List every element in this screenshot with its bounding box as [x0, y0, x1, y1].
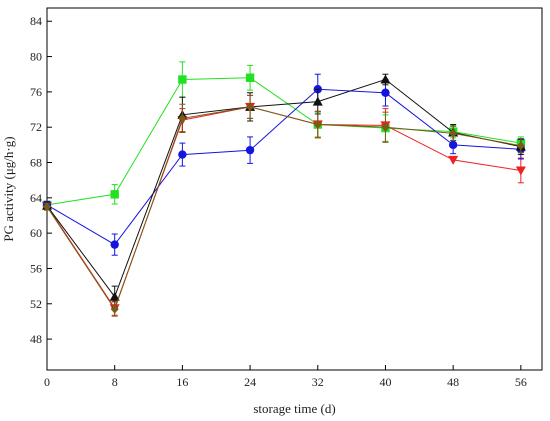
data-point: [178, 113, 187, 123]
x-tick-label: 32: [312, 375, 324, 389]
series-diamond: [43, 94, 525, 317]
data-point: [110, 190, 119, 199]
y-tick-label: 48: [30, 332, 42, 346]
data-point: [381, 88, 390, 97]
data-point: [43, 202, 51, 212]
data-point: [178, 150, 187, 159]
y-axis: 48 52 56 60 64 68 72 76 80 84: [30, 14, 52, 346]
data-point: [109, 291, 120, 301]
data-point: [246, 102, 255, 112]
x-tick-label: 56: [515, 375, 527, 389]
data-point: [110, 240, 119, 249]
series-line: [46, 106, 521, 310]
series-line: [46, 106, 521, 311]
x-tick-label: 24: [244, 375, 256, 389]
data-point: [313, 120, 322, 130]
data-point: [381, 122, 390, 132]
x-tick-label: 16: [176, 375, 188, 389]
series-line: [46, 77, 521, 206]
data-point: [178, 75, 187, 84]
data-point: [380, 74, 391, 84]
data-point: [245, 145, 255, 155]
y-tick-label: 68: [30, 156, 42, 170]
data-point: [449, 128, 458, 138]
y-tick-label: 84: [30, 14, 42, 28]
data-point: [312, 96, 323, 106]
data-point: [515, 166, 526, 176]
y-axis-title: PG activity (μg/h·g): [1, 136, 16, 241]
x-tick-label: 48: [447, 375, 459, 389]
y-tick-label: 56: [30, 261, 42, 275]
data-point: [448, 155, 459, 165]
plot-area: [46, 7, 543, 371]
series-layer: [42, 61, 526, 317]
x-axis: 0 8 16 24 32 40 48 56: [44, 365, 527, 389]
y-tick-label: 72: [30, 120, 42, 134]
data-point: [448, 140, 458, 150]
series-line: [46, 78, 521, 298]
data-point: [516, 141, 525, 151]
y-tick-label: 80: [30, 50, 42, 64]
y-tick-label: 60: [30, 226, 42, 240]
x-tick-label: 8: [112, 375, 118, 389]
x-tick-label: 40: [379, 375, 391, 389]
data-point: [110, 304, 119, 314]
data-point: [245, 73, 255, 82]
series-line: [46, 88, 521, 246]
x-axis-title: storage time (d): [253, 401, 335, 416]
plot-frame: [46, 7, 543, 371]
x-tick-label: 0: [44, 375, 50, 389]
y-tick-label: 52: [30, 297, 42, 311]
y-tick-label: 64: [30, 191, 42, 205]
y-tick-label: 76: [30, 85, 42, 99]
